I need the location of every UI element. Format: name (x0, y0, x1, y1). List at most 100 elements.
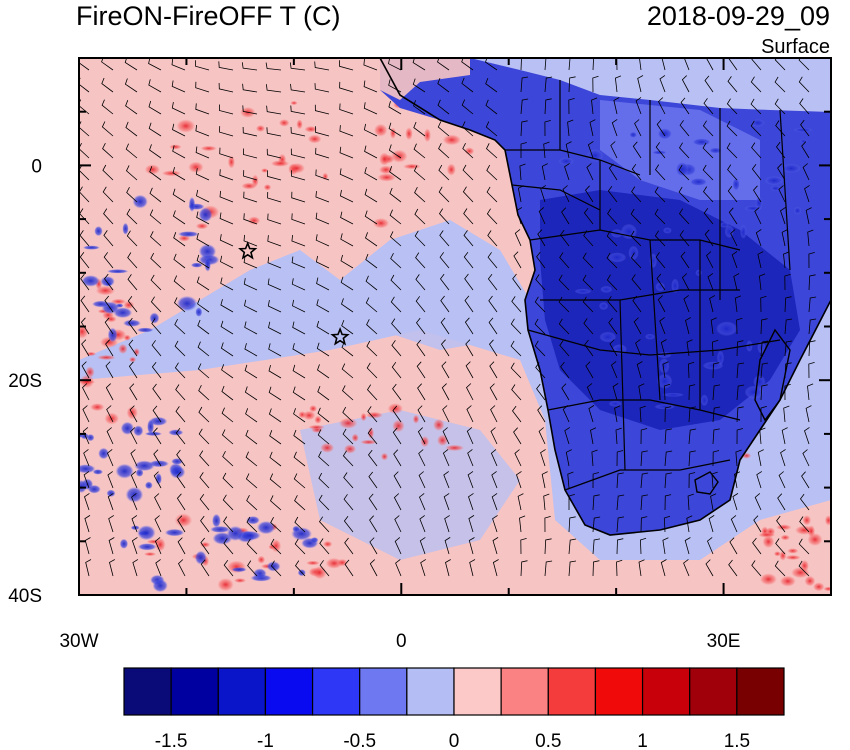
wind-barb (392, 427, 402, 445)
wind-barb (592, 58, 595, 71)
wind-barb (544, 120, 551, 137)
wind-barb (149, 144, 162, 159)
plot-level: Surface (761, 36, 830, 58)
wind-barb (583, 230, 594, 247)
wind-barb (389, 231, 402, 247)
cool-anomaly-cell (709, 147, 723, 154)
wind-barb (439, 273, 450, 291)
cool-anomaly-cell (746, 340, 753, 352)
wind-barb (219, 212, 234, 225)
wind-barb (101, 99, 114, 115)
wind-barb (655, 252, 666, 269)
wind-barb (654, 164, 666, 181)
wind-barb (108, 515, 115, 533)
wind-barb (519, 163, 526, 181)
wind-barb (340, 211, 354, 225)
wind-barb (465, 361, 474, 379)
warm-anomaly-cell (824, 515, 831, 526)
wind-barb (688, 406, 696, 423)
wind-barb (750, 120, 762, 137)
wind-barb (413, 143, 426, 159)
wind-barb (126, 208, 138, 225)
wind-barb (244, 321, 258, 335)
wind-barb (390, 253, 402, 269)
wind-barb (568, 76, 576, 93)
wind-barb (468, 537, 475, 555)
warm-anomaly-cell (423, 128, 431, 143)
wind-barb (318, 494, 330, 511)
wind-barb (222, 494, 234, 511)
wind-barb (316, 320, 330, 335)
warm-anomaly-cell (446, 163, 456, 176)
wind-barb (319, 560, 330, 577)
wind-barb (437, 99, 450, 115)
wind-barb (152, 405, 162, 423)
wind-barb (559, 252, 570, 269)
wind-barb (266, 84, 282, 93)
wind-barb (368, 493, 378, 511)
wind-barb (587, 141, 594, 159)
cool-anomaly-cell (212, 513, 221, 528)
warm-anomaly-cell (306, 560, 320, 566)
wind-barb (364, 167, 378, 181)
wind-barb (516, 471, 522, 489)
wind-barb (124, 78, 138, 93)
wind-barb (727, 76, 738, 93)
wind-barb (152, 427, 162, 445)
warm-anomaly-cell (174, 513, 193, 528)
wind-barb (540, 449, 546, 467)
wind-barb (366, 319, 378, 335)
wind-barb (520, 76, 529, 93)
wind-barb (363, 58, 378, 71)
wind-barb (464, 317, 474, 335)
wind-barb (750, 98, 762, 115)
wind-barb (342, 406, 354, 423)
wind-barb (132, 559, 139, 577)
wind-barb (246, 495, 258, 511)
warm-anomaly-cell (241, 182, 257, 190)
wind-barb (172, 123, 186, 137)
wind-barb (148, 79, 162, 93)
wind-barb (316, 277, 330, 291)
wind-barb (684, 537, 691, 555)
cool-anomaly-cell (155, 473, 162, 485)
wind-barb (243, 191, 258, 203)
wind-barb (660, 559, 667, 577)
wind-barb (197, 298, 210, 313)
wind-barb (798, 58, 810, 71)
warm-anomaly-cell (176, 119, 196, 133)
wind-barb (244, 343, 258, 357)
coastline (754, 328, 791, 422)
wind-barb (339, 81, 354, 93)
wind-barb (511, 384, 522, 401)
wind-barb (780, 449, 786, 467)
wind-barb (588, 405, 595, 423)
wind-barb (107, 471, 114, 489)
wind-barb (775, 120, 786, 137)
wind-barb (799, 98, 810, 115)
wind-barb (220, 342, 234, 357)
latitude-label: 40S (8, 586, 42, 607)
wind-barb (516, 207, 523, 225)
wind-barb (195, 103, 210, 115)
wind-barb (270, 538, 282, 555)
wind-barb (708, 515, 715, 533)
colorbar (123, 667, 785, 716)
warm-anomaly-cell (387, 403, 404, 415)
wind-barb (607, 208, 618, 225)
wind-barb (219, 147, 234, 159)
colorbar-swatch (264, 667, 314, 716)
wind-barb (196, 233, 210, 247)
wind-barb (103, 273, 114, 291)
wind-barb (243, 278, 258, 291)
wind-barb (267, 256, 282, 269)
wind-barb (244, 364, 258, 379)
warm-anomaly-cell (379, 152, 390, 166)
cool-anomaly-cell (119, 538, 129, 549)
wind-barb (101, 121, 114, 137)
wind-barb (293, 429, 306, 445)
wind-barb (150, 296, 162, 313)
cool-anomaly-cell (82, 245, 100, 250)
wind-barb (510, 318, 522, 335)
cool-anomaly-cell (301, 537, 319, 549)
